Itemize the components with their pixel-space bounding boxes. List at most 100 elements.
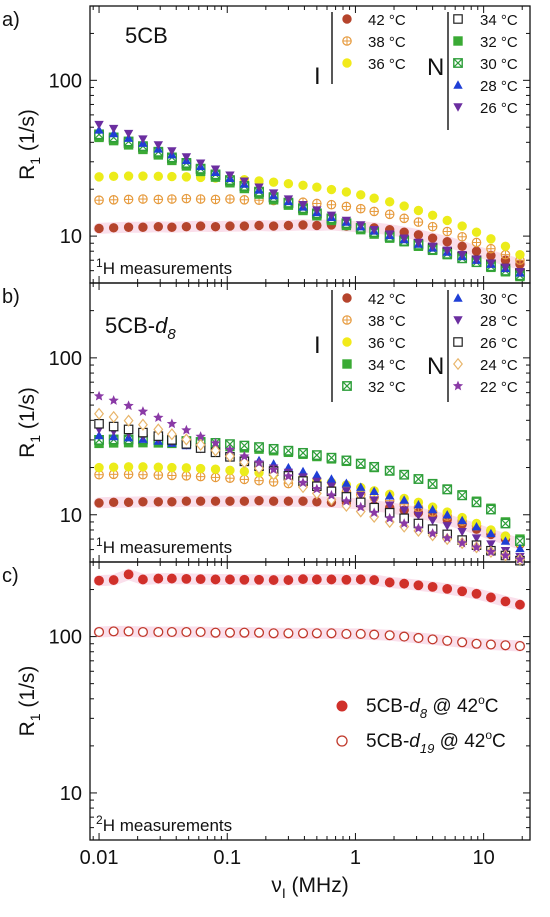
data-point-shape	[384, 491, 395, 500]
data-point-shape	[413, 511, 424, 521]
data-point	[108, 171, 119, 182]
series-5cb-d19-42oc	[93, 625, 526, 652]
data-point	[312, 220, 322, 231]
data-point	[442, 226, 453, 237]
data-point-shape	[427, 233, 438, 243]
data-point-shape	[369, 486, 379, 496]
data-point-shape	[369, 496, 379, 505]
data-point	[369, 225, 379, 235]
data-point	[225, 574, 235, 585]
data-point-shape	[427, 634, 438, 645]
data-point	[195, 221, 206, 231]
data-point-shape	[457, 241, 467, 252]
data-point	[253, 627, 265, 638]
data-point	[108, 421, 119, 432]
data-point	[341, 495, 352, 506]
legend-marker-d2	[342, 381, 352, 391]
data-point-shape	[485, 639, 496, 650]
data-point	[356, 491, 366, 501]
data-point	[239, 627, 250, 638]
data-point	[254, 183, 264, 192]
data-point-shape	[253, 457, 265, 468]
data-point	[94, 462, 104, 473]
data-point	[253, 457, 265, 468]
data-point-shape	[384, 630, 395, 641]
data-point	[457, 527, 467, 537]
data-point	[500, 518, 511, 529]
data-point-d2	[500, 518, 511, 529]
data-point-shape	[94, 430, 104, 440]
legend-marker	[453, 293, 463, 302]
data-point	[326, 474, 337, 483]
data-point	[153, 470, 164, 480]
data-point-shape	[457, 537, 468, 548]
data-point-d2	[471, 497, 482, 507]
data-point	[254, 495, 264, 506]
data-point	[298, 447, 308, 458]
data-point-shape	[341, 187, 352, 197]
data-point	[326, 574, 337, 585]
data-point	[268, 496, 279, 506]
data-point-shape	[254, 220, 264, 231]
data-point	[153, 462, 164, 472]
legend-marker	[342, 381, 352, 391]
data-point	[210, 437, 221, 448]
panel-0-data	[93, 120, 526, 282]
data-point-shape	[356, 221, 366, 230]
data-point-shape	[108, 431, 119, 441]
data-point-shape	[341, 495, 352, 506]
data-point	[239, 195, 250, 205]
data-point	[268, 628, 279, 639]
data-point	[500, 596, 511, 607]
data-point	[514, 553, 526, 564]
data-point	[181, 193, 192, 204]
data-point-d2	[442, 484, 452, 495]
data-point	[153, 626, 164, 638]
data-point-shape	[225, 221, 235, 231]
panel-frame	[89, 561, 531, 841]
data-point-shape	[326, 574, 337, 585]
series-38-c	[94, 469, 525, 547]
data-point-shape	[123, 222, 134, 232]
y-axis-label: R1 (1/s)	[16, 666, 43, 737]
legend-label: 22 °C	[480, 379, 518, 396]
data-point-shape	[369, 629, 380, 640]
data-point-shape	[298, 180, 308, 190]
data-point-shape	[153, 423, 164, 436]
data-point	[457, 637, 468, 648]
panel-tag: c)	[2, 565, 19, 587]
data-point	[326, 489, 337, 500]
data-point	[254, 220, 264, 231]
data-point-shape	[94, 125, 104, 134]
legend-a-nematic: 34 °C 32 °C 30 °C 28 °C 26 °C	[453, 12, 518, 117]
data-point-shape	[195, 496, 206, 506]
legend-label: 36 °C	[368, 335, 406, 352]
data-point	[427, 634, 438, 645]
data-point	[369, 206, 379, 217]
data-point	[312, 182, 322, 192]
data-point	[369, 486, 379, 496]
panel-1: 10 100 R1 (1/s) b) 1H measurements	[2, 282, 531, 563]
data-point	[239, 574, 250, 585]
data-point	[268, 177, 279, 187]
data-point-shape	[108, 462, 119, 472]
data-point-shape	[311, 628, 322, 639]
data-point	[500, 263, 511, 273]
data-point-shape	[442, 635, 453, 646]
data-point-shape	[138, 462, 148, 472]
data-point	[108, 497, 119, 508]
legend-marker-shape	[453, 14, 463, 24]
data-point-shape	[94, 462, 104, 473]
data-point-shape	[254, 495, 264, 506]
data-point-shape	[471, 521, 482, 531]
data-point	[254, 442, 264, 452]
data-point-shape	[356, 190, 366, 200]
data-point	[225, 473, 235, 484]
data-point	[471, 588, 482, 599]
data-point-shape	[312, 182, 322, 192]
panel-title: 5CB-d8	[105, 313, 176, 343]
legend-marker	[336, 700, 348, 712]
data-point-shape	[94, 418, 104, 429]
data-point	[239, 496, 250, 506]
data-point	[356, 190, 366, 200]
